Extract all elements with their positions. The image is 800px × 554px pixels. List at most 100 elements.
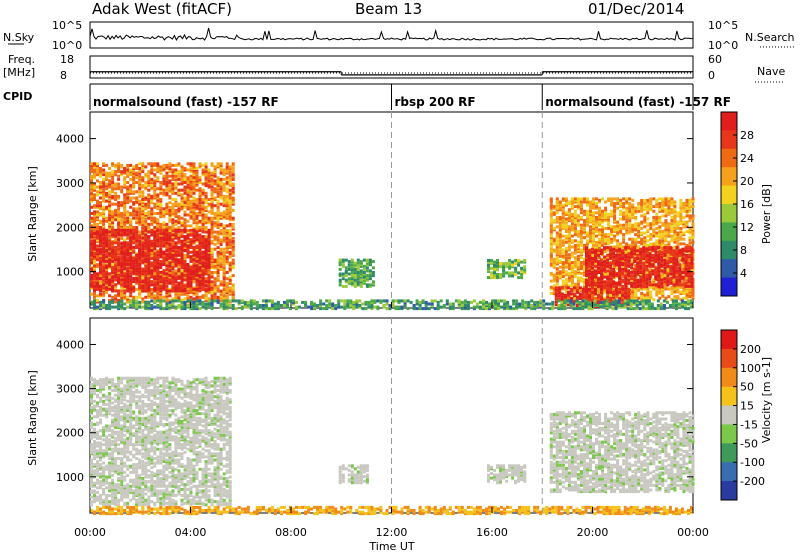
power-cell: [628, 250, 632, 254]
power-cell: [192, 264, 196, 268]
power-cell: [174, 291, 178, 295]
power-cell: [225, 190, 229, 194]
power-cell: [558, 245, 562, 249]
power-cell: [204, 294, 208, 298]
power-cell: [117, 249, 121, 253]
power-cell: [216, 258, 220, 262]
power-cell: [108, 283, 112, 287]
power-cell: [153, 196, 157, 200]
power-cell: [213, 297, 217, 301]
power-cell: [619, 225, 623, 229]
power-cell: [147, 241, 151, 245]
power-cell: [156, 228, 160, 232]
power-cell: [207, 176, 211, 180]
power-cell: [129, 242, 133, 246]
power-cell: [159, 242, 163, 246]
power-cell: [207, 238, 211, 242]
power-cell: [555, 220, 559, 224]
power-cell: [99, 263, 102, 266]
power-cell: [141, 194, 145, 198]
power-cell: [216, 297, 220, 301]
power-cell: [117, 170, 121, 174]
power-cell: [90, 190, 93, 194]
power-cell: [564, 257, 568, 261]
power-cell: [183, 273, 187, 277]
power-cell: [120, 233, 124, 237]
power-cell: [102, 188, 106, 192]
power-cell: [195, 167, 199, 170]
power-cell: [111, 162, 115, 166]
power-cell: [607, 273, 611, 277]
power-cell: [177, 297, 181, 301]
power-cell: [231, 182, 235, 186]
power-cell: [667, 257, 671, 261]
power-cell: [114, 218, 118, 222]
power-cell: [129, 232, 133, 235]
power-cell: [177, 219, 181, 223]
power-cell: [144, 235, 148, 239]
power-cell: [592, 254, 595, 258]
power-cell: [132, 270, 136, 274]
power-cell: [368, 274, 372, 278]
power-cell: [222, 194, 226, 198]
power-cell: [573, 245, 577, 249]
power-cell: [123, 267, 127, 271]
power-cell: [564, 290, 568, 294]
power-cell: [114, 283, 118, 287]
power-cell: [601, 225, 604, 229]
power-cell: [168, 239, 172, 243]
power-cell: [150, 239, 154, 243]
power-cell: [204, 170, 208, 174]
power-cell: [144, 202, 148, 206]
power-cell: [177, 174, 181, 178]
nsky-line: [89, 27, 694, 41]
power-cell: [171, 226, 175, 229]
power-cell: [90, 176, 93, 180]
power-cell: [159, 205, 163, 209]
power-cell: [108, 275, 112, 279]
power-cell: [168, 226, 172, 229]
power-cell: [153, 283, 157, 287]
power-cell: [150, 196, 154, 200]
power-cell: [189, 199, 193, 203]
power-cell: [496, 268, 499, 272]
power-cell: [564, 253, 568, 257]
power-cell: [219, 250, 223, 254]
nsky-trace: [89, 27, 694, 41]
power-cell: [204, 177, 208, 181]
power-cell: [195, 184, 199, 188]
power-cell: [204, 181, 208, 184]
power-cell: [180, 205, 184, 209]
power-cell: [93, 205, 96, 209]
power-cell: [573, 271, 577, 275]
power-cell: [371, 283, 375, 287]
power-cell: [99, 289, 102, 293]
power-cell: [111, 249, 115, 252]
power-cell: [558, 236, 562, 240]
power-cell: [135, 277, 139, 280]
power-cell: [90, 167, 93, 170]
power-cell: [129, 263, 133, 266]
power-cell: [168, 238, 172, 242]
power-cell: [180, 202, 184, 206]
power-cell: [126, 245, 130, 249]
power-cell: [129, 239, 133, 243]
power-cell: [120, 221, 124, 225]
power-cell: [643, 231, 647, 235]
power-cell: [595, 225, 598, 229]
power-cell: [628, 205, 632, 209]
power-cell: [117, 244, 121, 248]
power-cell: [102, 228, 106, 232]
power-cell: [108, 190, 112, 194]
power-cell: [99, 286, 102, 290]
power-cell: [126, 233, 130, 237]
power-cell: [132, 297, 136, 301]
power-cell: [90, 258, 93, 262]
power-cell: [120, 292, 124, 296]
power-cell: [598, 287, 601, 291]
power-cell: [186, 219, 190, 223]
power-cell: [90, 244, 93, 248]
power-cell: [180, 272, 184, 276]
power-cell: [604, 271, 608, 275]
power-cell: [150, 283, 154, 287]
